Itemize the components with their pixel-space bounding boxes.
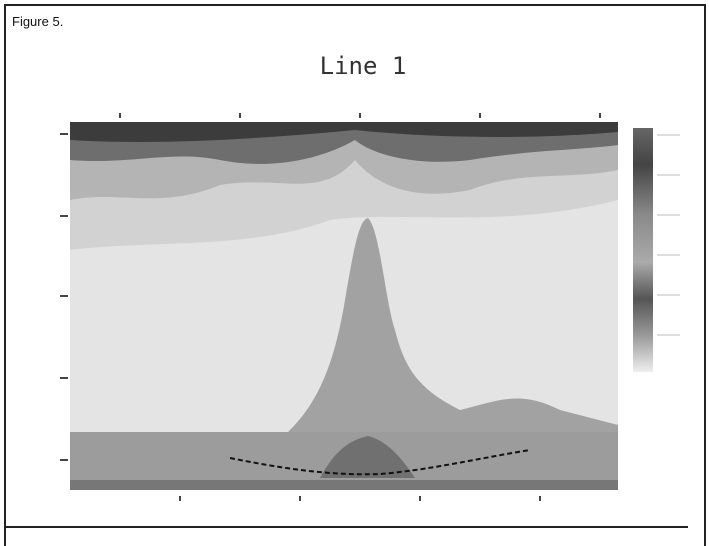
section bbox=[70, 122, 618, 490]
figure-caption: Figure 5. bbox=[12, 14, 64, 29]
colorbar-labels bbox=[657, 134, 680, 336]
ticks bbox=[60, 113, 601, 501]
colorbar bbox=[633, 128, 653, 372]
frame bbox=[4, 4, 706, 546]
figure-title: Line 1 bbox=[320, 52, 407, 80]
